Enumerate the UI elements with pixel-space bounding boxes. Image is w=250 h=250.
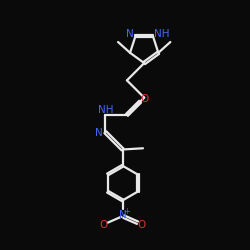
Text: N: N: [96, 128, 103, 138]
Text: N: N: [119, 210, 126, 220]
Text: NH: NH: [154, 29, 169, 39]
Text: +: +: [124, 207, 130, 216]
Text: NH: NH: [98, 105, 113, 115]
Text: N: N: [126, 29, 134, 39]
Text: O: O: [99, 220, 108, 230]
Text: O: O: [138, 220, 146, 230]
Text: O: O: [141, 94, 149, 104]
